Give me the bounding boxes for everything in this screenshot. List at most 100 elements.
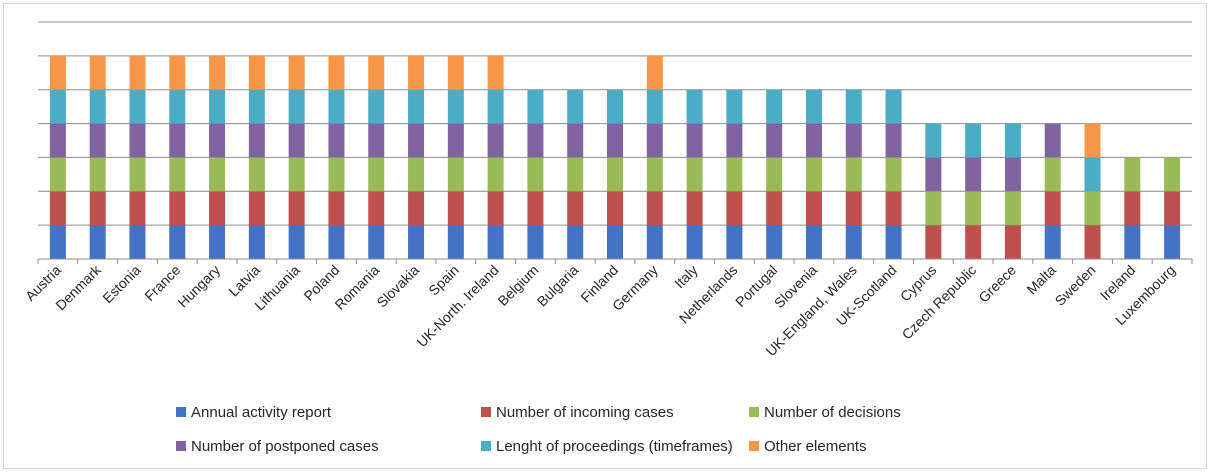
bar-segment [129, 55, 146, 90]
bar-segment [567, 157, 584, 192]
bar-segment [248, 157, 265, 192]
legend-swatch [481, 441, 491, 451]
bar-segment [766, 123, 783, 158]
x-tick-label: Hungary [174, 262, 223, 311]
bar-segment [288, 89, 305, 124]
legend-item: Number of decisions [749, 404, 901, 421]
bar-segment [845, 123, 862, 158]
legend-item: Lenght of proceedings (timeframes) [481, 438, 733, 455]
x-tick-label: Greece [975, 262, 1019, 306]
x-tick-label: Latvia [225, 262, 263, 300]
bar-segment [368, 123, 385, 158]
bar-segment [368, 89, 385, 124]
bar-segment [408, 157, 425, 192]
bar-segment [49, 225, 66, 259]
bar-segment [726, 225, 743, 259]
bar-segment [487, 89, 504, 124]
bar-segment [129, 123, 146, 158]
bar-segment [686, 225, 703, 259]
bars [49, 55, 1181, 259]
x-tick-label: Estonia [99, 262, 143, 306]
bar-segment [1004, 191, 1021, 226]
bar-segment [447, 225, 464, 259]
bar-segment [368, 157, 385, 192]
legend-label: Number of incoming cases [496, 404, 674, 421]
bar-segment [965, 191, 982, 226]
bar-segment [129, 225, 146, 259]
bar-segment [965, 225, 982, 259]
bar-segment [288, 191, 305, 226]
bar-segment [766, 191, 783, 226]
legend-swatch [749, 441, 759, 451]
bar-segment [487, 157, 504, 192]
legend-label: Number of decisions [764, 404, 901, 421]
bar-segment [209, 123, 226, 158]
x-axis [37, 258, 1193, 264]
bar-segment [169, 157, 186, 192]
x-tick-label: Bulgaria [534, 262, 582, 310]
bar-segment [368, 225, 385, 259]
bar-segment [447, 191, 464, 226]
bar-segment [646, 225, 663, 259]
bar-segment [805, 191, 822, 226]
bar-segment [527, 89, 544, 124]
bar-segment [527, 123, 544, 158]
bar-segment [288, 55, 305, 90]
bar-segment [209, 157, 226, 192]
bar-segment [686, 191, 703, 226]
bar-segment [129, 89, 146, 124]
legend-label: Number of postponed cases [191, 438, 379, 455]
bar-segment [368, 55, 385, 90]
bar-segment [248, 191, 265, 226]
bar-segment [885, 191, 902, 226]
legend-label: Annual activity report [191, 404, 332, 421]
bar-segment [328, 191, 345, 226]
bar-segment [646, 123, 663, 158]
bar-segment [646, 191, 663, 226]
legend-item: Other elements [749, 438, 867, 455]
bar-segment [766, 157, 783, 192]
bar-segment [288, 225, 305, 259]
bar-segment [328, 225, 345, 259]
bar-segment [805, 225, 822, 259]
legend-swatch [481, 407, 491, 417]
bar-segment [209, 191, 226, 226]
bar-segment [567, 89, 584, 124]
bar-segment [845, 191, 862, 226]
bar-segment [646, 89, 663, 124]
bar-segment [1164, 225, 1181, 259]
bar-segment [1004, 157, 1021, 192]
x-tick-label: Slovakia [373, 262, 422, 311]
bar-segment [328, 89, 345, 124]
bar-segment [209, 225, 226, 259]
legend-swatch [176, 407, 186, 417]
bar-segment [965, 123, 982, 158]
bar-segment [1164, 157, 1181, 192]
bar-segment [49, 157, 66, 192]
bar-segment [408, 55, 425, 90]
bar-segment [1004, 123, 1021, 158]
bar-segment [447, 157, 464, 192]
bar-segment [607, 191, 623, 226]
legend-swatch [749, 407, 759, 417]
bar-segment [766, 89, 783, 124]
bar-segment [567, 123, 584, 158]
legend-label: Other elements [764, 438, 867, 455]
legend-item: Annual activity report [176, 404, 332, 421]
bar-segment [408, 191, 425, 226]
legend-item: Number of postponed cases [176, 438, 379, 455]
bar-segment [1124, 225, 1141, 259]
bar-segment [248, 89, 265, 124]
bar-segment [209, 89, 226, 124]
bar-segment [607, 123, 623, 158]
bar-segment [925, 157, 942, 192]
bar-segment [487, 191, 504, 226]
x-tick-label: Czech Republic [899, 262, 980, 343]
bar-segment [885, 157, 902, 192]
bar-segment [169, 225, 186, 259]
bar-segment [885, 225, 902, 259]
bar-segment [288, 123, 305, 158]
bar-segment [686, 123, 703, 158]
bar-segment [726, 89, 743, 124]
